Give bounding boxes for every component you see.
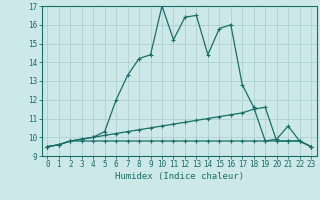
X-axis label: Humidex (Indice chaleur): Humidex (Indice chaleur)	[115, 172, 244, 181]
